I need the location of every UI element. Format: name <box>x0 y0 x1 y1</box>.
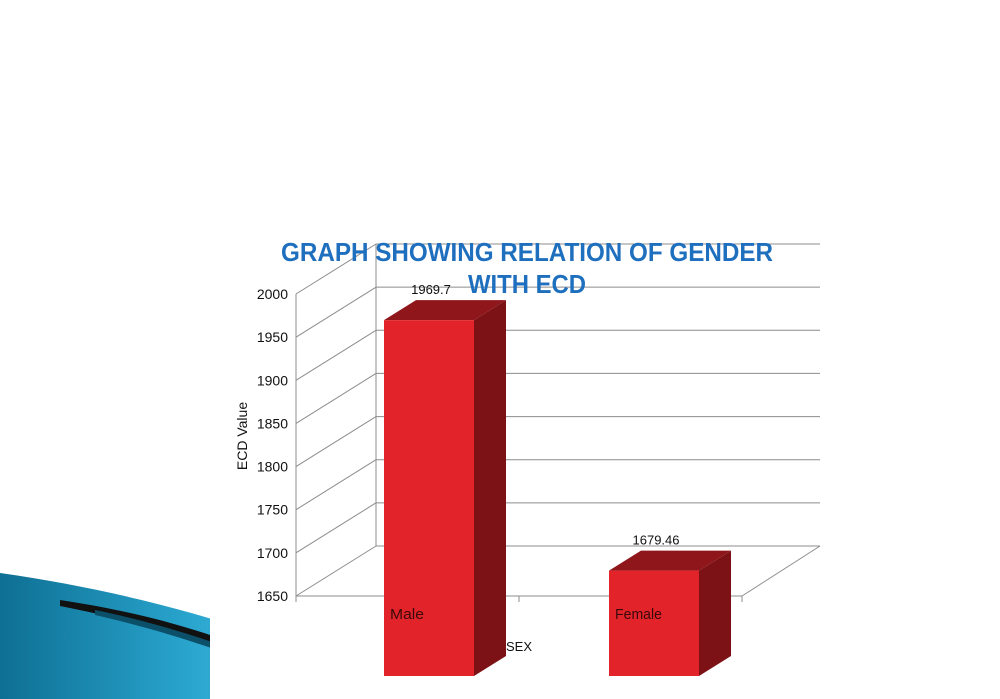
y-tick-label: 1700 <box>257 545 288 561</box>
bar-side <box>474 300 506 676</box>
bar-top <box>384 300 506 321</box>
bar-top <box>609 550 731 571</box>
gridline-depth <box>295 329 377 381</box>
y-tick-label: 2000 <box>257 286 288 302</box>
gridline-depth <box>295 459 377 511</box>
floor-edge <box>741 545 821 597</box>
data-label: 1679.46 <box>633 533 680 548</box>
chart-title: GRAPH SHOWING RELATION OF GENDER <box>281 237 773 267</box>
x-tick-label: Female <box>615 606 662 623</box>
gridline-depth <box>295 545 377 597</box>
x-tick-label: Male <box>390 606 424 623</box>
y-tick-label: 1800 <box>257 459 288 475</box>
bar <box>609 570 699 676</box>
chart: 1650 1700 1750 1800 1850 1900 1950 2000 GRAPH SH… <box>234 237 821 676</box>
gridline-depth <box>295 286 377 338</box>
y-tick-label: 1950 <box>257 329 288 345</box>
y-axis-title: ECD Value <box>234 402 250 470</box>
gridline-depth <box>295 243 377 295</box>
gridline-depth <box>295 416 377 467</box>
x-axis-title: SEX <box>506 639 532 654</box>
y-tick-label: 1750 <box>257 502 288 518</box>
gridline-depth <box>295 373 377 424</box>
bar <box>384 320 474 676</box>
y-tick-label: 1850 <box>257 415 288 431</box>
y-tick-label: 1650 <box>257 588 288 604</box>
y-tick-label: 1900 <box>257 372 288 388</box>
bar-side <box>699 550 731 676</box>
chart-title-line-2: WITH ECD <box>468 269 586 299</box>
gridline-depth <box>295 502 377 554</box>
data-label: 1969.7 <box>411 282 451 297</box>
